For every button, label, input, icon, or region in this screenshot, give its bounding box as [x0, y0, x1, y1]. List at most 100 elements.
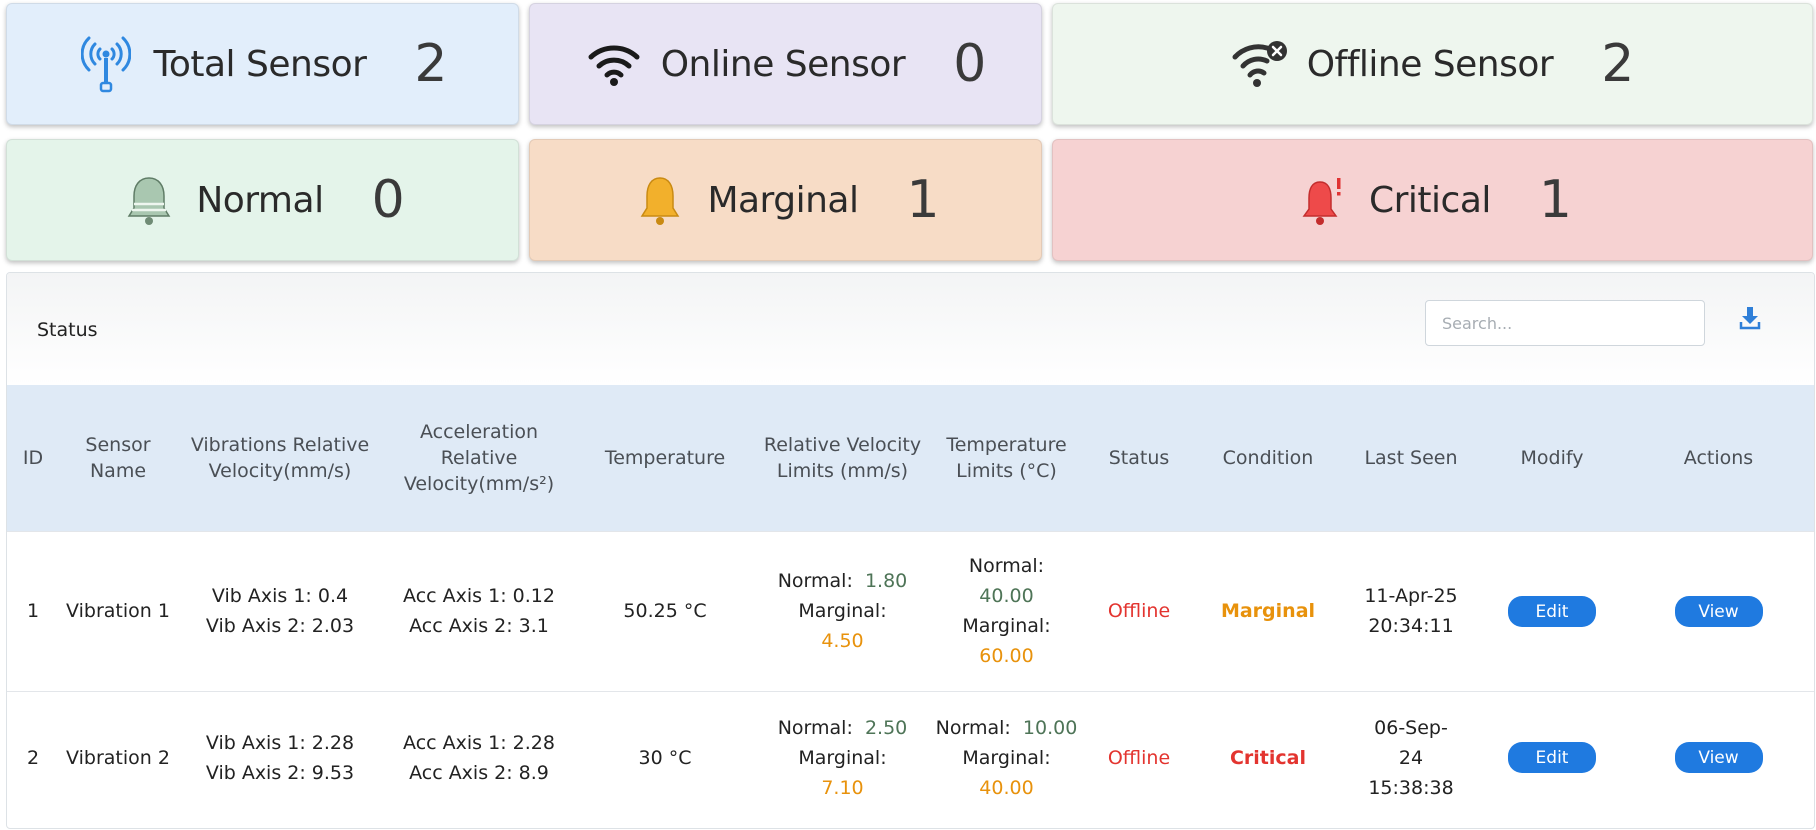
search-input[interactable] — [1425, 300, 1705, 346]
last-seen-date: 11-Apr-25 — [1364, 585, 1458, 607]
cell-actions: View — [1623, 531, 1814, 691]
cell-acceleration: Acc Axis 1: 0.12 Acc Axis 2: 3.1 — [383, 531, 575, 691]
normal-label: Normal: — [968, 555, 1045, 577]
marginal-limit: 40.00 — [979, 776, 1034, 799]
normal-limit: 10.00 — [1022, 716, 1078, 739]
card-label: Critical — [1368, 179, 1491, 221]
acc-axis-2: Acc Axis 2: 3.1 — [409, 615, 549, 637]
card-critical: Critical 1 — [1052, 139, 1813, 261]
card-total-sensor: Total Sensor 2 — [6, 3, 519, 125]
cell-condition: Critical — [1229, 746, 1307, 769]
cell-temperature-limits: Normal: 10.00 Marginal: 40.00 — [930, 691, 1083, 824]
cell-sensor-name: Vibration 2 — [66, 746, 170, 769]
card-value: 1 — [1538, 170, 1572, 230]
card-value: 2 — [1601, 34, 1635, 94]
col-id: ID — [22, 446, 44, 469]
table-row: 1 Vibration 1 Vib Axis 1: 0.4 Vib Axis 2… — [7, 531, 1814, 691]
cell-acceleration: Acc Axis 1: 2.28 Acc Axis 2: 8.9 — [383, 691, 575, 824]
cell-status: Offline — [1107, 600, 1171, 622]
panel-title: Status — [37, 319, 98, 341]
last-seen-time: 15:38:38 — [1368, 776, 1454, 799]
acc-axis-1: Acc Axis 1: 2.28 — [403, 731, 555, 754]
normal-label: Normal: — [777, 570, 853, 592]
cell-id: 2 — [26, 746, 40, 769]
col-velocity-limits: Relative Velocity Limits (mm/s) — [763, 433, 922, 482]
marginal-label: Marginal: — [962, 615, 1051, 637]
cell-velocity-limits: Normal: 1.80 Marginal: 4.50 — [755, 531, 930, 691]
card-label: Marginal — [707, 179, 859, 221]
col-sensor-name: Sensor Name — [85, 433, 151, 482]
vib-axis-2: Vib Axis 2: 9.53 — [205, 761, 355, 784]
cell-vibrations: Vib Axis 1: 0.4 Vib Axis 2: 2.03 — [177, 531, 383, 691]
bell-normal-icon — [120, 166, 178, 234]
cell-id: 1 — [26, 600, 40, 622]
panel-header: Status — [7, 273, 1814, 385]
cell-status: Offline — [1107, 746, 1171, 769]
card-label: Offline Sensor — [1306, 43, 1554, 85]
cell-vibrations: Vib Axis 1: 2.28 Vib Axis 2: 9.53 — [177, 691, 383, 824]
marginal-limit: 7.10 — [821, 776, 864, 799]
col-last-seen: Last Seen — [1364, 446, 1458, 469]
cell-last-seen: 11-Apr-25 20:34:11 — [1341, 531, 1481, 691]
card-online-sensor: Online Sensor 0 — [529, 3, 1042, 125]
card-offline-sensor: Offline Sensor 2 — [1052, 3, 1813, 125]
marginal-limit: 60.00 — [979, 645, 1034, 667]
table-row: 2 Vibration 2 Vib Axis 1: 2.28 Vib Axis … — [7, 691, 1814, 824]
card-marginal: Marginal 1 — [529, 139, 1042, 261]
last-seen-date: 06-Sep- — [1374, 716, 1448, 739]
col-temperature-limits: Temperature Limits (°C) — [946, 433, 1067, 482]
wifi-icon — [585, 30, 643, 98]
card-label: Total Sensor — [153, 43, 367, 85]
normal-label: Normal: — [777, 716, 853, 739]
normal-limit: 40.00 — [979, 585, 1034, 607]
cell-temperature: 50.25 °C — [623, 600, 707, 622]
col-condition: Condition — [1222, 446, 1314, 469]
normal-limit: 1.80 — [864, 570, 908, 592]
card-value: 1 — [906, 170, 940, 230]
acc-axis-2: Acc Axis 2: 8.9 — [409, 761, 549, 784]
card-value: 0 — [953, 34, 987, 94]
cell-modify: Edit — [1481, 691, 1623, 824]
bell-critical-icon — [1293, 166, 1351, 234]
card-value: 0 — [371, 170, 405, 230]
col-vibrations: Vibrations Relative Velocity(mm/s) — [190, 433, 370, 482]
card-normal: Normal 0 — [6, 139, 519, 261]
normal-label: Normal: — [935, 716, 1011, 739]
card-label: Normal — [196, 179, 324, 221]
marginal-label: Marginal: — [798, 600, 887, 622]
cell-actions: View — [1623, 691, 1814, 824]
cell-velocity-limits: Normal: 2.50 Marginal: 7.10 — [755, 691, 930, 824]
cell-temperature-limits: Normal: 40.00 Marginal: 60.00 — [930, 531, 1083, 691]
cell-sensor-name: Vibration 1 — [66, 600, 170, 622]
table-header-row: ID Sensor Name Vibrations Relative Veloc… — [7, 385, 1814, 531]
last-seen-time: 20:34:11 — [1368, 615, 1454, 637]
last-seen-date-cont: 24 — [1398, 746, 1424, 769]
cell-condition: Marginal — [1220, 600, 1316, 622]
marginal-limit: 4.50 — [821, 630, 864, 652]
cell-last-seen: 06-Sep- 24 15:38:38 — [1341, 691, 1481, 824]
cell-modify: Edit — [1481, 531, 1623, 691]
cell-temperature: 30 °C — [638, 746, 692, 769]
col-actions: Actions — [1683, 446, 1754, 469]
card-label: Online Sensor — [660, 43, 906, 85]
col-modify: Modify — [1520, 446, 1584, 469]
view-button[interactable]: View — [1674, 742, 1763, 774]
edit-button[interactable]: Edit — [1508, 595, 1596, 627]
acc-axis-1: Acc Axis 1: 0.12 — [403, 585, 555, 607]
card-value: 2 — [414, 34, 448, 94]
vib-axis-1: Vib Axis 1: 2.28 — [205, 731, 355, 754]
status-panel: Status ID Sensor Name Vibrations Relativ… — [6, 272, 1815, 829]
col-status: Status — [1108, 446, 1170, 469]
bell-marginal-icon — [631, 166, 689, 234]
vib-axis-2: Vib Axis 2: 2.03 — [205, 615, 355, 637]
wifi-off-icon — [1231, 30, 1289, 98]
edit-button[interactable]: Edit — [1508, 742, 1596, 774]
view-button[interactable]: View — [1674, 595, 1763, 627]
col-temperature: Temperature — [604, 446, 726, 469]
marginal-label: Marginal: — [962, 746, 1051, 769]
marginal-label: Marginal: — [798, 746, 887, 769]
normal-limit: 2.50 — [864, 716, 908, 739]
vib-axis-1: Vib Axis 1: 0.4 — [211, 585, 349, 607]
antenna-icon — [77, 30, 135, 98]
download-icon[interactable] — [1738, 305, 1762, 331]
